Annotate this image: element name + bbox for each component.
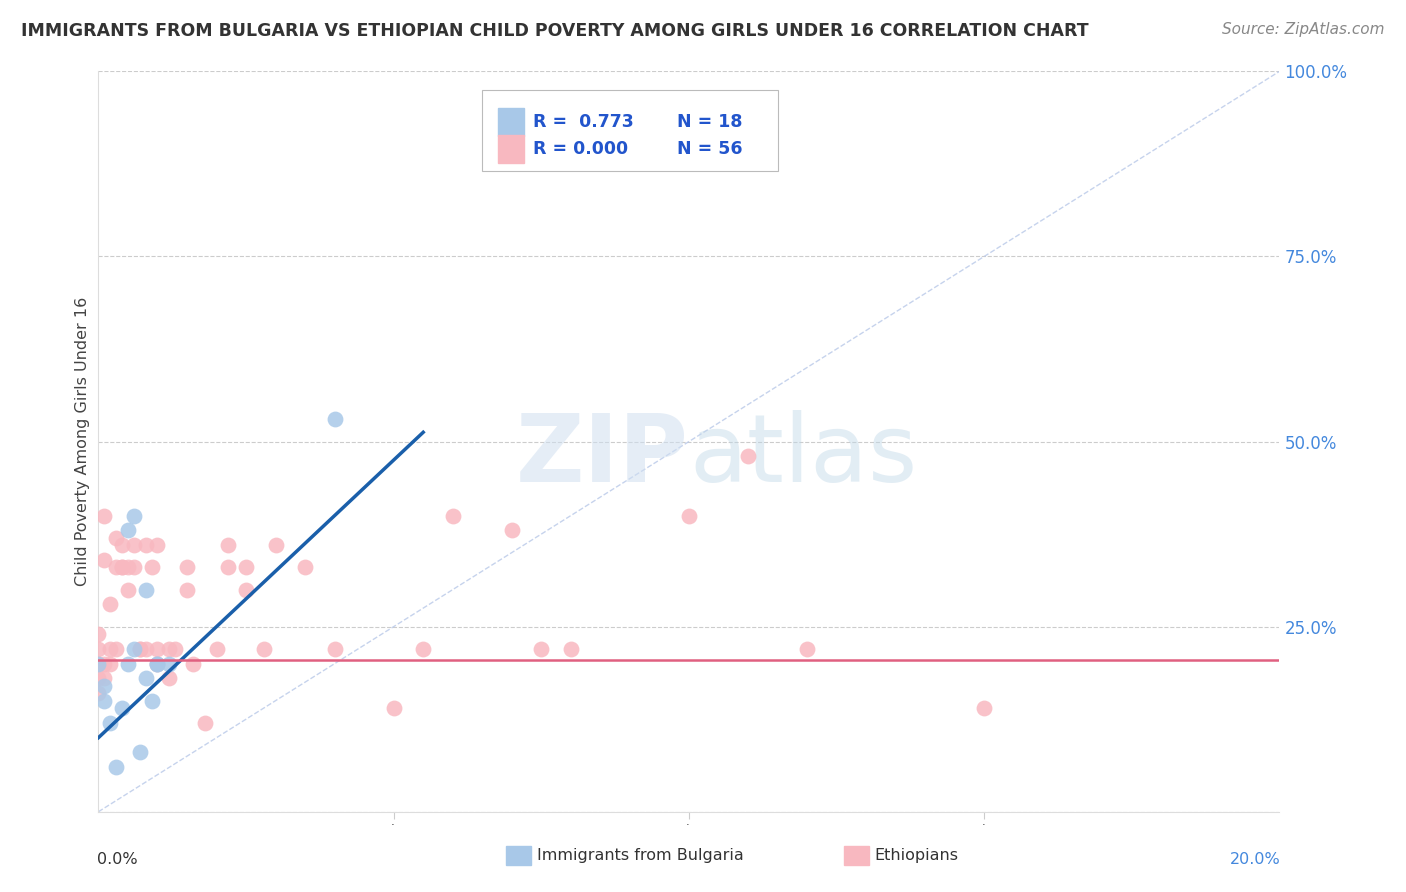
Text: atlas: atlas: [689, 410, 917, 502]
Point: [217, 560, 239, 574]
Point: [93, 657, 115, 671]
Point: [294, 560, 316, 574]
Point: [441, 508, 464, 523]
Point: [157, 672, 180, 686]
Point: [117, 582, 139, 597]
Point: [105, 641, 128, 656]
Point: [111, 560, 134, 574]
Bar: [498, 108, 523, 136]
Point: [98, 715, 121, 730]
Point: [105, 760, 128, 774]
Text: R =  0.773: R = 0.773: [533, 112, 634, 131]
Point: [530, 641, 553, 656]
Point: [205, 641, 228, 656]
Point: [157, 641, 180, 656]
Point: [128, 641, 150, 656]
Point: [87, 686, 110, 700]
Point: [157, 657, 180, 671]
Point: [141, 560, 163, 574]
Text: 20.0%: 20.0%: [1230, 853, 1281, 867]
Text: R = 0.000: R = 0.000: [533, 140, 628, 158]
Point: [412, 641, 434, 656]
Point: [98, 641, 121, 656]
Point: [146, 657, 169, 671]
Point: [98, 657, 121, 671]
Point: [382, 701, 405, 715]
Text: ZIP: ZIP: [516, 410, 689, 502]
Point: [105, 531, 128, 545]
Text: Source: ZipAtlas.com: Source: ZipAtlas.com: [1222, 22, 1385, 37]
Point: [117, 524, 139, 538]
Point: [122, 538, 145, 552]
Point: [93, 679, 115, 693]
Point: [111, 560, 134, 574]
Point: [117, 657, 139, 671]
Point: [128, 641, 150, 656]
Point: [235, 560, 257, 574]
Point: [117, 560, 139, 574]
Point: [235, 582, 257, 597]
Point: [135, 538, 157, 552]
Point: [87, 657, 110, 671]
Point: [122, 560, 145, 574]
Point: [87, 657, 110, 671]
Point: [111, 538, 134, 552]
Point: [323, 641, 346, 656]
Point: [135, 582, 157, 597]
Point: [501, 524, 523, 538]
Text: IMMIGRANTS FROM BULGARIA VS ETHIOPIAN CHILD POVERTY AMONG GIRLS UNDER 16 CORRELA: IMMIGRANTS FROM BULGARIA VS ETHIOPIAN CH…: [21, 22, 1088, 40]
Point: [111, 701, 134, 715]
Point: [87, 627, 110, 641]
Y-axis label: Child Poverty Among Girls Under 16: Child Poverty Among Girls Under 16: [75, 297, 90, 586]
Bar: [498, 135, 523, 163]
Point: [98, 598, 121, 612]
Text: N = 56: N = 56: [678, 140, 742, 158]
Point: [93, 694, 115, 708]
Point: [93, 553, 115, 567]
Point: [146, 538, 169, 552]
Point: [122, 508, 145, 523]
Point: [128, 746, 150, 760]
Point: [181, 657, 204, 671]
Point: [560, 641, 582, 656]
Point: [146, 641, 169, 656]
Point: [141, 694, 163, 708]
Point: [146, 657, 169, 671]
Point: [135, 672, 157, 686]
Text: 0.0%: 0.0%: [97, 853, 138, 867]
Point: [678, 508, 700, 523]
Point: [737, 450, 759, 464]
Point: [105, 560, 128, 574]
Point: [973, 701, 995, 715]
Point: [253, 641, 276, 656]
Point: [176, 560, 198, 574]
Point: [93, 508, 115, 523]
Text: Immigrants from Bulgaria: Immigrants from Bulgaria: [537, 848, 744, 863]
Point: [176, 582, 198, 597]
Point: [796, 641, 818, 656]
Point: [135, 641, 157, 656]
Point: [87, 641, 110, 656]
Point: [165, 641, 187, 656]
Point: [194, 715, 217, 730]
Point: [146, 657, 169, 671]
Point: [93, 672, 115, 686]
Point: [323, 412, 346, 426]
Text: N = 18: N = 18: [678, 112, 742, 131]
Point: [264, 538, 287, 552]
Point: [87, 672, 110, 686]
FancyBboxPatch shape: [482, 90, 778, 171]
Point: [122, 641, 145, 656]
Point: [217, 538, 239, 552]
Text: Ethiopians: Ethiopians: [875, 848, 959, 863]
